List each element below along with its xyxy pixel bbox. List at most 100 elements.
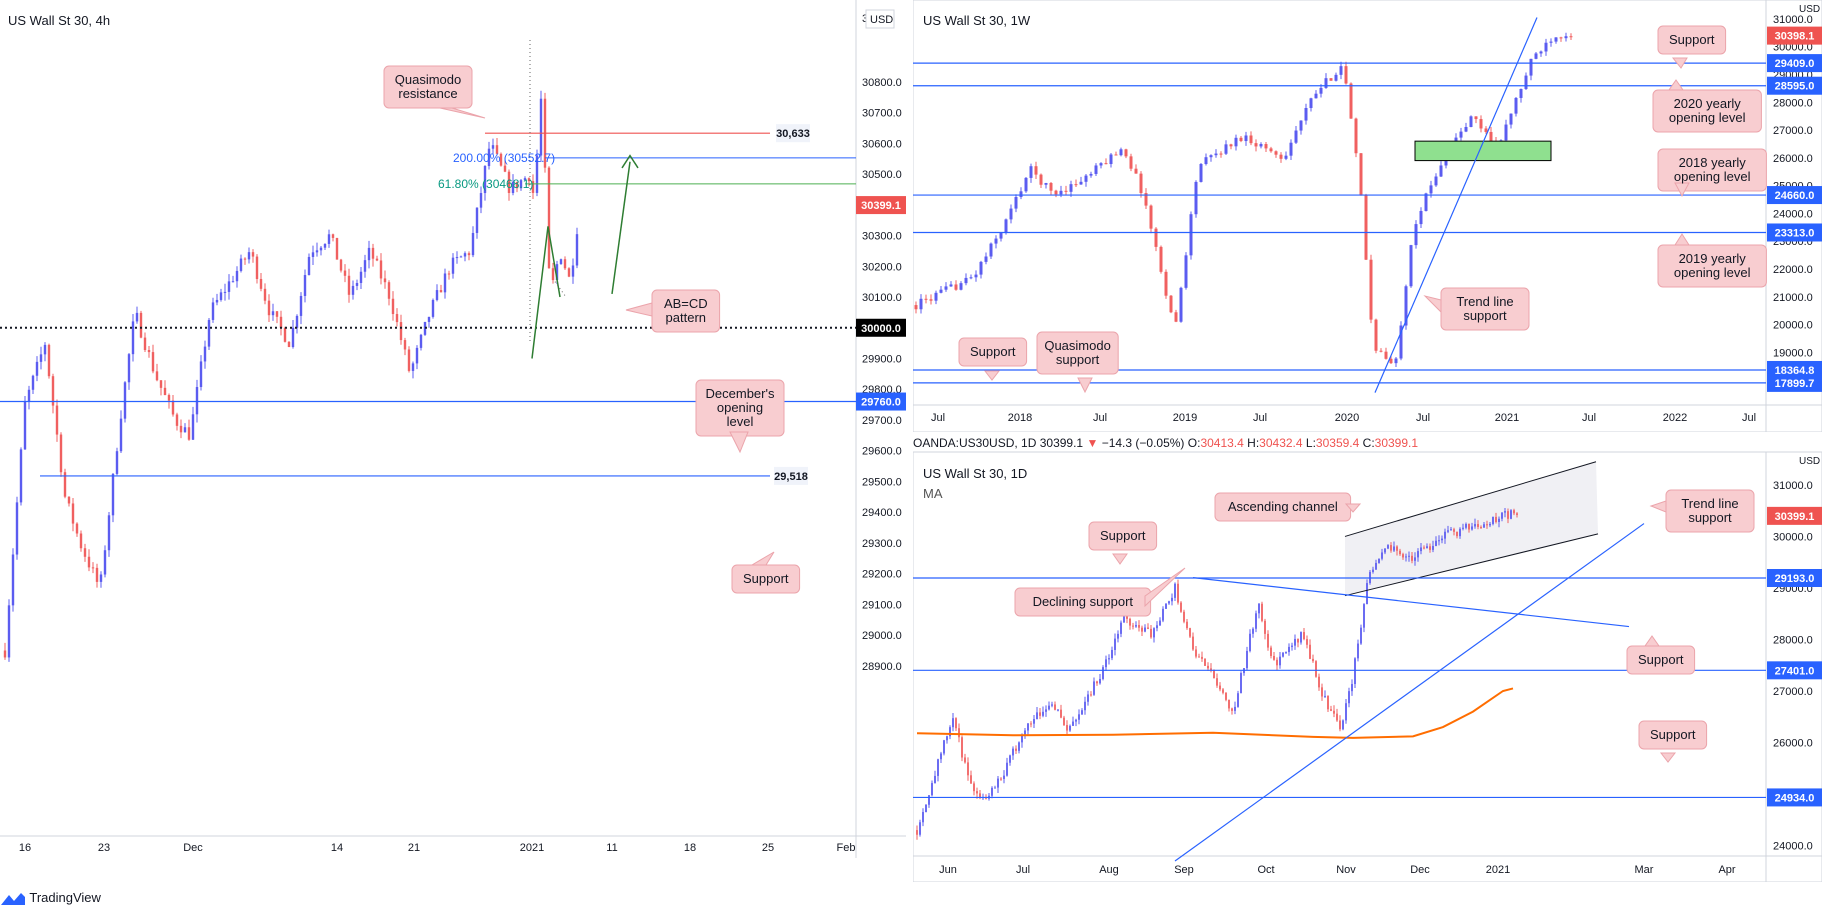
candle-body xyxy=(925,804,927,813)
candle-body xyxy=(1384,351,1388,359)
candle-body xyxy=(275,311,279,317)
candle-body xyxy=(916,830,918,835)
candle-body xyxy=(83,548,87,557)
candle-body xyxy=(247,252,251,260)
y-tick-label: 27000.0 xyxy=(1773,125,1813,137)
candle-body xyxy=(914,305,918,310)
candle-body xyxy=(119,418,123,452)
chart-1d-canvas[interactable]: 31000.030000.029000.028000.027000.026000… xyxy=(913,436,1822,882)
candle-body xyxy=(1014,197,1018,209)
chart-4h-panel[interactable]: 30800.030700.030600.030500.030400.030300… xyxy=(0,0,906,858)
candle-body xyxy=(1149,205,1153,229)
candle-body xyxy=(559,259,563,265)
callout-support-top-box xyxy=(1088,521,1158,551)
callout-support-mid-box xyxy=(1626,645,1696,675)
candle-body xyxy=(1276,659,1278,666)
candle-body xyxy=(1486,524,1488,526)
candle-body xyxy=(267,300,271,316)
candle-body xyxy=(1324,78,1328,88)
candle-body xyxy=(1479,119,1483,129)
candle-body xyxy=(1045,709,1047,712)
y-tick-label: 30800.0 xyxy=(862,77,902,89)
candle-body xyxy=(155,371,159,381)
x-tick-label: Jul xyxy=(1016,864,1030,876)
ohlc-last: 30399.1 xyxy=(1039,436,1084,450)
candle-body xyxy=(283,327,287,342)
candle-body xyxy=(952,718,954,728)
candle-body xyxy=(287,341,291,348)
candle-body xyxy=(191,414,195,440)
abcd-leg xyxy=(531,226,561,359)
candle-body xyxy=(1549,41,1553,43)
candle-body xyxy=(1034,166,1038,175)
chart-4h-canvas[interactable]: 30800.030700.030600.030500.030400.030300… xyxy=(0,0,906,858)
candle-body xyxy=(1138,625,1140,628)
candle-body xyxy=(969,277,973,279)
candle-body xyxy=(31,375,35,390)
candle-body xyxy=(1049,183,1053,191)
y-tick-label: 22000.0 xyxy=(1773,264,1813,276)
candle-body xyxy=(1194,181,1198,215)
chart-1d-panel[interactable]: 31000.0 30000.0 29000.0 28000.0 27000.0 26000… xyxy=(913,436,1822,882)
candle-body xyxy=(1264,144,1268,149)
candle-body xyxy=(195,387,199,415)
y-tick-label: 28000.0 xyxy=(1773,634,1813,646)
candle-body xyxy=(1420,547,1422,552)
candle-body xyxy=(1474,116,1478,120)
currency-label: USD xyxy=(1799,456,1820,467)
candle-body xyxy=(335,237,339,260)
candle-body xyxy=(235,270,239,282)
chart-1w-canvas[interactable]: 31000.030000.029000.028000.027000.026000… xyxy=(913,0,1822,432)
candle-body xyxy=(1237,693,1239,707)
candle-body xyxy=(1269,148,1273,152)
candle-body xyxy=(1501,512,1503,519)
channel-lower-line xyxy=(1344,533,1599,597)
y-tick-label: 19000.0 xyxy=(1773,347,1813,359)
candle-body xyxy=(211,302,215,320)
candle-body xyxy=(1345,703,1347,721)
candle-body xyxy=(949,727,951,737)
candle-body xyxy=(1414,557,1416,561)
candle-body xyxy=(1081,710,1083,715)
candle-body xyxy=(1390,545,1392,551)
x-tick-label: 21 xyxy=(408,842,420,854)
x-tick-label: Apr xyxy=(1718,864,1735,876)
y-tick-label: 31000.0 xyxy=(1773,14,1813,26)
tradingview-footer[interactable]: TradingView xyxy=(0,890,101,907)
trend-line-support xyxy=(1174,523,1645,862)
candle-body xyxy=(1108,658,1110,660)
candle-body xyxy=(1168,601,1170,604)
candle-body xyxy=(1234,137,1238,147)
candle-body xyxy=(379,260,383,279)
candle-body xyxy=(479,193,483,208)
candle-body xyxy=(203,346,207,362)
candle-body xyxy=(1009,755,1011,763)
level-label-bg xyxy=(1767,569,1822,588)
candle-body xyxy=(1417,551,1419,558)
candle-body xyxy=(1030,723,1032,725)
candle-body xyxy=(976,791,978,794)
callout-2019-opening-text-0: 2019 yearly xyxy=(1679,251,1747,266)
candle-body xyxy=(1204,658,1206,666)
candle-body xyxy=(1171,597,1173,602)
candle-body xyxy=(1462,527,1464,529)
candle-body xyxy=(1120,622,1122,634)
candle-body xyxy=(1229,144,1233,147)
candle-body xyxy=(1054,190,1058,195)
candle-body xyxy=(1089,173,1093,176)
chart-1w-panel[interactable]: 31000.0 30000.0 29000.0 28000.0 27000.0 26000… xyxy=(913,0,1822,432)
callout-quasimodo-resistance-text-1: resistance xyxy=(398,86,457,101)
candle-body xyxy=(1179,287,1183,322)
candle-body xyxy=(43,344,47,355)
candle-body xyxy=(1039,174,1043,185)
candle-body xyxy=(940,753,942,760)
level-label-bg xyxy=(1767,76,1822,95)
candle-body xyxy=(563,259,567,269)
y-tick-label: 21000.0 xyxy=(1773,292,1813,304)
y-tick-label: 29200.0 xyxy=(862,569,902,581)
candle-body xyxy=(1114,154,1118,156)
candle-body xyxy=(1174,583,1176,598)
candle-body xyxy=(215,299,219,303)
candle-body xyxy=(961,737,963,758)
x-tick-label: 2018 xyxy=(1008,412,1032,424)
